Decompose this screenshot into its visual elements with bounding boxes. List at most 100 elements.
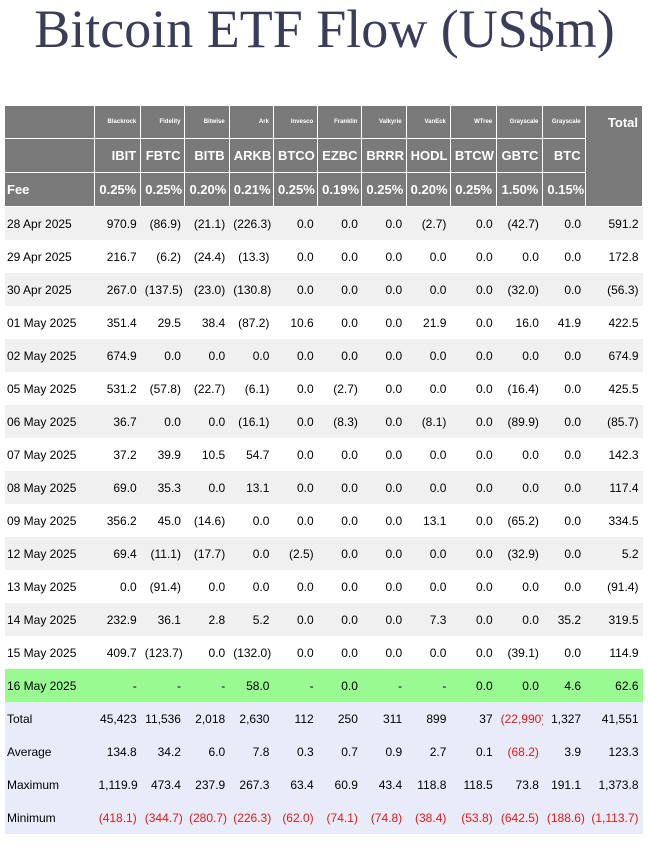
fee-value: 0.25% <box>450 172 498 207</box>
flow-value: 0.0 <box>361 504 407 537</box>
stat-value: 1,119.9 <box>94 768 141 801</box>
flow-value: 0.0 <box>450 471 497 504</box>
flow-value: (24.4) <box>184 240 230 273</box>
flow-value: (32.9) <box>496 537 543 570</box>
flow-value: 0.0 <box>406 273 451 306</box>
flow-value: (8.1) <box>406 405 451 438</box>
flow-value: (91.4) <box>140 570 185 603</box>
stat-value: 3.9 <box>542 735 586 768</box>
stat-value: 1,327 <box>542 702 586 735</box>
flow-value: 0.0 <box>542 504 586 537</box>
flow-value: 0.0 <box>317 339 362 372</box>
sponsor-label: Blackrock <box>94 106 142 139</box>
flow-value: (14.6) <box>184 504 230 537</box>
ticker-label: GBTC <box>496 138 544 173</box>
flow-value: 37.2 <box>94 438 141 471</box>
flow-value: 0.0 <box>542 405 586 438</box>
table-row: 30 Apr 2025 267.0 (137.5) (23.0) (130.8) 0.0 0… <box>5 273 643 306</box>
flow-value: 7.3 <box>406 603 451 636</box>
table-row: 29 Apr 2025 216.7 (6.2) (24.4) (13.3) 0.0 0.0 0… <box>5 240 643 273</box>
flow-value: 0.0 <box>450 603 497 636</box>
stat-value: 45,423 <box>94 702 141 735</box>
flow-value: (130.8) <box>229 273 274 306</box>
flow-value: (87.2) <box>229 306 274 339</box>
flow-value: 39.9 <box>140 438 185 471</box>
fee-value: 0.19% <box>317 172 363 207</box>
flow-value: 334.5 <box>585 504 643 537</box>
stat-value: (418.1) <box>94 801 141 834</box>
row-date: 01 May 2025 <box>5 306 95 339</box>
flow-value: 13.1 <box>229 471 274 504</box>
row-date: 30 Apr 2025 <box>5 273 95 306</box>
flow-value: 0.0 <box>361 206 407 240</box>
stat-value: 118.5 <box>450 768 497 801</box>
stat-value: 0.9 <box>361 735 407 768</box>
flow-value: (226.3) <box>229 206 274 240</box>
flow-value: (89.9) <box>496 405 543 438</box>
ticker-label: BTCW <box>450 138 498 173</box>
flow-value: 0.0 <box>273 206 318 240</box>
fee-value: 0.25% <box>361 172 407 207</box>
sponsor-label: Invesco <box>273 106 319 139</box>
flow-value: 0.0 <box>317 669 362 702</box>
flow-value: 36.1 <box>140 603 185 636</box>
flow-value: 0.0 <box>317 306 362 339</box>
stat-value: 43.4 <box>361 768 407 801</box>
ticker-label: BTC <box>542 138 586 173</box>
flow-value: - <box>184 669 230 702</box>
flow-value: 10.6 <box>273 306 318 339</box>
flow-value: 0.0 <box>273 372 318 405</box>
flow-value: (56.3) <box>585 273 643 306</box>
stat-value: 237.9 <box>184 768 230 801</box>
flow-value: 0.0 <box>496 438 543 471</box>
flow-value: 0.0 <box>273 339 318 372</box>
flow-value: (137.5) <box>140 273 185 306</box>
stat-label: Minimum <box>5 801 95 834</box>
flow-value: 0.0 <box>450 206 497 240</box>
stat-value: (38.4) <box>406 801 451 834</box>
table-row: 14 May 2025 232.9 36.1 2.8 5.2 0.0 0.0 0.0 7.3 0.… <box>5 603 643 636</box>
flow-value: 0.0 <box>406 372 451 405</box>
table-row: 09 May 2025 356.2 45.0 (14.6) 0.0 0.0 0.0 0.0 13… <box>5 504 643 537</box>
flow-value: 69.0 <box>94 471 141 504</box>
ticker-label: ARKB <box>229 138 274 173</box>
flow-value: 409.7 <box>94 636 141 669</box>
flow-value: 0.0 <box>317 603 362 636</box>
flow-value: 0.0 <box>184 570 230 603</box>
flow-value: (86.9) <box>140 206 185 240</box>
flow-value: (57.8) <box>140 372 185 405</box>
stat-value: 473.4 <box>140 768 185 801</box>
stat-value: 311 <box>361 702 407 735</box>
stat-value: 0.1 <box>450 735 497 768</box>
stat-value: 34.2 <box>140 735 185 768</box>
ticker-label: HODL <box>406 138 451 173</box>
header-corner-cell <box>5 138 95 173</box>
flow-value: 0.0 <box>273 471 318 504</box>
flow-value: 0.0 <box>184 636 230 669</box>
sponsor-label: Franklin <box>317 106 363 139</box>
flow-value: 0.0 <box>450 306 497 339</box>
flow-value: (6.1) <box>229 372 274 405</box>
row-date: 05 May 2025 <box>5 372 95 405</box>
stat-value: (62.0) <box>273 801 318 834</box>
stat-value: 1,373.8 <box>585 768 643 801</box>
flow-value: 319.5 <box>585 603 643 636</box>
flow-value: 4.6 <box>542 669 586 702</box>
row-date: 28 Apr 2025 <box>5 206 95 240</box>
ticker-label: BTCO <box>273 138 319 173</box>
flow-value: 0.0 <box>361 405 407 438</box>
flow-value: (132.0) <box>229 636 274 669</box>
flow-value: 0.0 <box>542 471 586 504</box>
stat-value: (226.3) <box>229 801 274 834</box>
flow-value: 0.0 <box>184 405 230 438</box>
flow-value: 0.0 <box>406 471 451 504</box>
flow-value: 0.0 <box>450 669 497 702</box>
flow-value: (17.7) <box>184 537 230 570</box>
flow-value: 0.0 <box>229 570 274 603</box>
stat-value: (74.8) <box>361 801 407 834</box>
stat-value: 0.7 <box>317 735 362 768</box>
flow-value: 2.8 <box>184 603 230 636</box>
row-date: 08 May 2025 <box>5 471 95 504</box>
flow-value: 0.0 <box>450 339 497 372</box>
flow-value: 0.0 <box>273 504 318 537</box>
